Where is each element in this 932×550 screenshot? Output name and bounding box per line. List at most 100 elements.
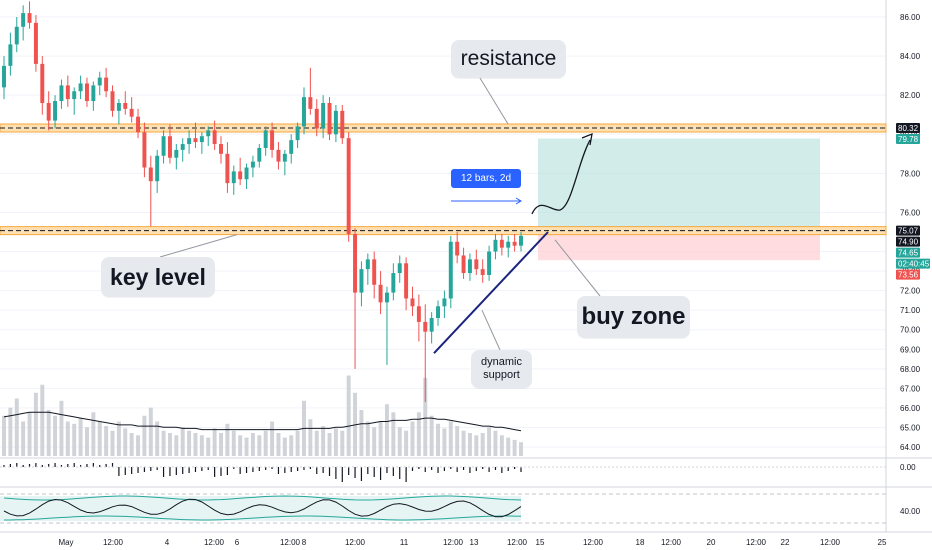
volume-bar (97, 421, 102, 456)
volume-bar (174, 435, 179, 456)
price-badge (896, 269, 920, 280)
candle-body (78, 83, 83, 92)
time-axis[interactable]: May 12:00 4 12:00 6 12:00 8 12:00 11 12:00 13 12:00… (58, 538, 887, 547)
candle-body (499, 239, 504, 248)
buy-zone-callout: buy zone (577, 296, 690, 338)
volume-bar (53, 415, 58, 456)
volume-bar (27, 412, 32, 456)
price-tick-label: 76.00 (900, 208, 921, 217)
candle-body (142, 132, 147, 168)
time-tick-label: 12:00 (103, 538, 124, 547)
candle-body (308, 97, 313, 109)
resistance-callout: resistance (451, 40, 566, 78)
candle-body (250, 161, 255, 168)
candle-body (493, 239, 498, 252)
resistance-pointer (479, 77, 509, 125)
volume-bar (136, 435, 141, 456)
volume-bar (40, 384, 45, 456)
volume-bar (244, 437, 249, 456)
volume-bar (250, 433, 255, 456)
volume-bar (340, 430, 345, 456)
range-arrowhead (515, 197, 522, 205)
price-badge (896, 258, 930, 269)
candle-body (40, 63, 45, 103)
candle-body (455, 241, 460, 256)
volume-bar (46, 410, 51, 456)
candle-body (302, 97, 306, 127)
candle-body (359, 269, 364, 293)
candle-body (295, 126, 300, 141)
volume-bar (359, 410, 364, 456)
candle-body (270, 130, 275, 150)
stop-zone (538, 230, 820, 261)
candle-body (282, 153, 287, 162)
price-badge-label: 02:40:45 (898, 260, 930, 269)
candle-body (174, 149, 179, 158)
forecast-path (531, 139, 591, 215)
volume-bar (14, 398, 19, 456)
volume-bar (455, 426, 460, 456)
candle-body (314, 108, 319, 129)
indicator2-axis-label: 40.00 (900, 507, 921, 516)
candle-body (72, 91, 77, 100)
volume-bar (2, 415, 6, 456)
time-tick-label: 12:00 (661, 538, 682, 547)
volume-bar (59, 400, 64, 456)
volume-bar (212, 428, 217, 456)
price-tick-label: 65.00 (900, 423, 921, 432)
volume-bar (78, 418, 83, 456)
time-tick-label: 6 (235, 538, 240, 547)
time-tick-label: 12:00 (583, 538, 604, 547)
volume-bar (391, 412, 396, 456)
price-badge (896, 236, 920, 247)
volume-bar (282, 437, 287, 456)
price-tick-label: 71.00 (900, 306, 921, 315)
volume-bar (480, 433, 485, 456)
candle-body (148, 167, 153, 182)
candle-body (378, 284, 383, 303)
volume-bar (270, 421, 275, 456)
candle-body (65, 85, 70, 100)
osc-upper-band (3, 495, 522, 501)
candle-body (397, 263, 402, 274)
candle-body (416, 306, 421, 322)
price-badge (896, 134, 920, 145)
volume-bar (416, 412, 421, 456)
volume-bar (436, 423, 441, 456)
volume-bar (219, 433, 223, 456)
candle-body (487, 251, 492, 275)
dynamic-support-line1: dynamic (481, 356, 522, 368)
volume-bar (314, 430, 319, 456)
volume-bar (225, 423, 230, 456)
candle-body (244, 167, 249, 180)
volume-bar (353, 392, 358, 456)
price-tick-label: 64.00 (900, 443, 921, 452)
candle-body (110, 91, 115, 111)
key-level-callout: key level (101, 257, 215, 297)
key-level-pointer (159, 234, 238, 258)
price-tick-label: 78.00 (900, 169, 921, 178)
candle-body (257, 147, 262, 162)
volume-bars (2, 375, 523, 456)
dynamic-support-pointer (481, 309, 501, 351)
candle-body (346, 138, 351, 234)
candle-body (155, 155, 160, 182)
price-axis[interactable]: 86.0084.0082.0080.0078.0076.0074.0073.00… (896, 13, 930, 516)
candle-body (219, 144, 223, 154)
volume-bar (448, 421, 453, 456)
candle-body (187, 138, 192, 145)
candle-body (423, 321, 428, 332)
volume-bar (257, 435, 262, 456)
price-tick-label: 66.00 (900, 404, 921, 413)
candle-body (404, 263, 409, 299)
volume-bar (123, 428, 128, 456)
volume-bar (378, 421, 383, 456)
candle-body (27, 13, 32, 23)
time-tick-label: 20 (707, 538, 716, 547)
candle-body (193, 138, 198, 143)
volume-bar (193, 433, 198, 456)
volume-bar (72, 423, 77, 456)
candle-body (123, 103, 128, 109)
volume-bar (474, 435, 479, 456)
